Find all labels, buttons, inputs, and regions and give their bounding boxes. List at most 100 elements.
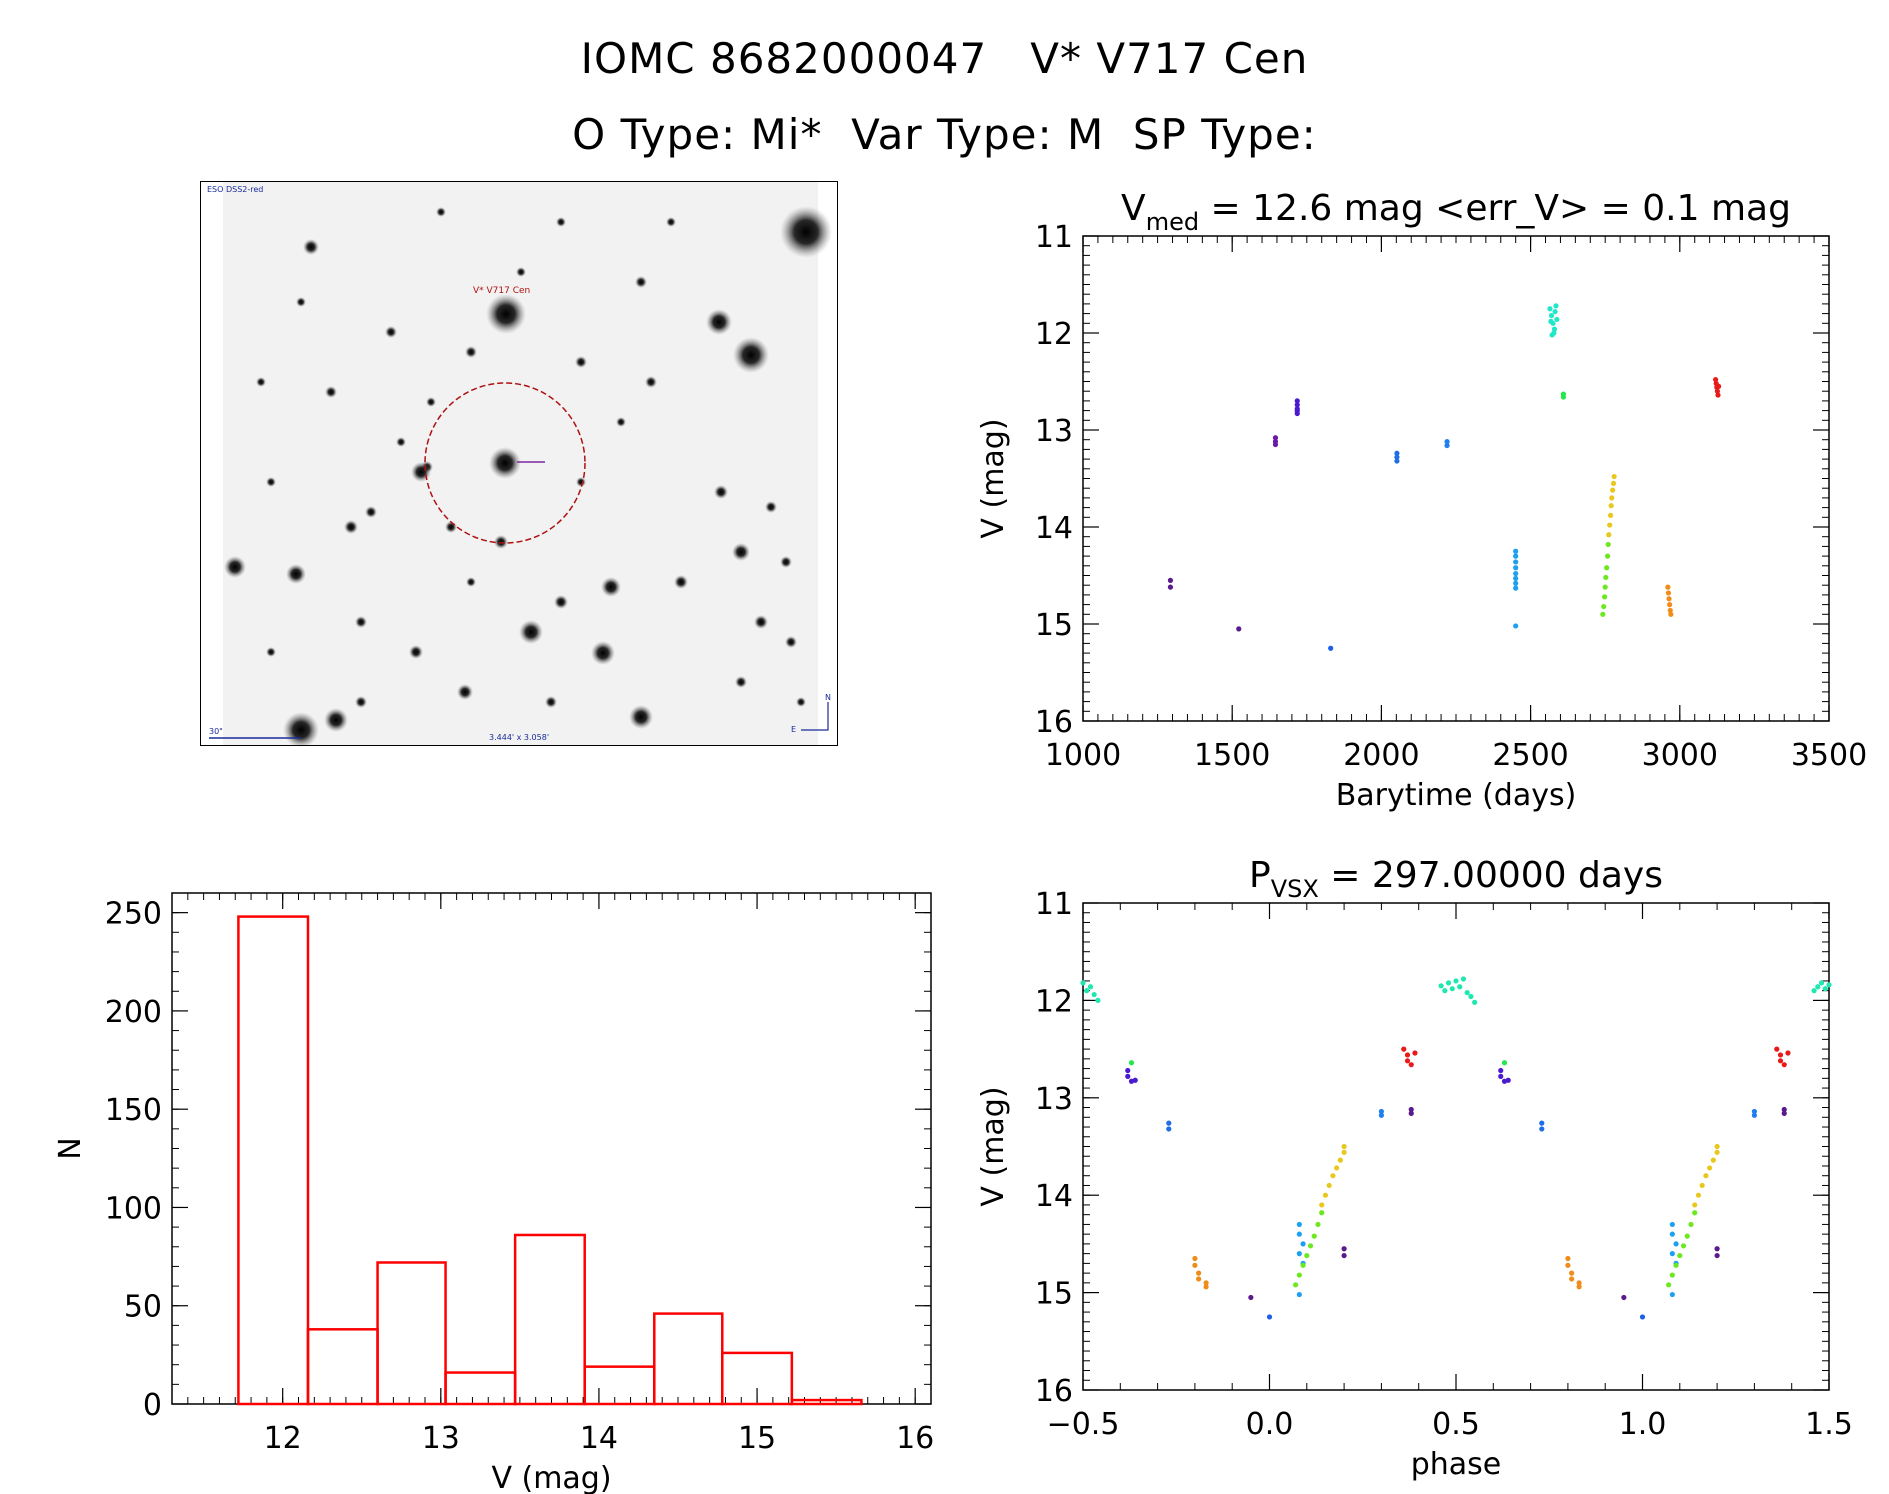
data-point [1472,999,1478,1005]
data-point [1394,450,1400,456]
data-point [1378,1112,1384,1118]
data-point [1822,986,1828,992]
data-point [1713,380,1719,387]
y-tick-label: 14 [1035,511,1073,546]
data-point [1777,1058,1784,1064]
data-point [1513,580,1519,586]
data-point [1699,1182,1705,1189]
data-point [1714,1143,1720,1150]
data-point [1714,384,1720,390]
data-point [1673,1241,1679,1247]
star [426,397,436,407]
data-point [1552,309,1558,315]
star [325,386,337,398]
y-tick-label: 16 [1035,1374,1073,1409]
y-tick-label: 13 [1035,1082,1073,1117]
data-point [1666,596,1672,602]
x-tick-label: 12 [264,1421,302,1456]
data-point [1453,978,1459,984]
title-line-1: IOMC 8682000047 V* V717 Cen [580,34,1309,83]
data-point [1328,645,1334,651]
data-point [1539,1120,1545,1126]
data-point [1087,984,1094,990]
y-tick-label: 11 [1035,220,1073,255]
compass-arrows [801,702,829,731]
star [486,294,526,334]
data-point [1669,1272,1675,1278]
data-point [1777,1052,1784,1058]
star [591,641,615,665]
data-point [1576,1280,1582,1286]
data-point [1560,394,1567,400]
star [256,377,266,387]
data-point [1300,1262,1306,1268]
star [457,684,473,700]
data-point [1549,332,1555,338]
x-tick-label: 13 [422,1421,460,1456]
star [355,616,367,628]
data-point [1468,993,1474,1000]
data-point [1565,1255,1571,1262]
data-point [1605,541,1611,548]
data-point [1550,320,1556,326]
x-axis-label: phase [1411,1447,1502,1482]
data-point [1714,388,1720,394]
x-tick-label: 1500 [1194,738,1270,773]
x-tick-label: 2000 [1343,738,1419,773]
x-axis-label: Barytime (days) [1336,778,1577,813]
data-point [1695,1192,1702,1198]
data-point [1091,991,1097,998]
data-point [1703,1173,1709,1179]
x-tick-label: 2500 [1492,738,1568,773]
data-point [1408,1110,1414,1116]
data-point [1611,473,1617,480]
data-point [1404,1052,1411,1058]
data-point [1553,303,1559,309]
star [714,485,728,499]
data-point [1337,1157,1343,1163]
star [629,705,653,729]
data-point [1196,1270,1202,1276]
data-point [1095,997,1101,1004]
star [785,636,797,648]
data-point [1293,1282,1299,1288]
data-point [1677,1252,1683,1259]
star [554,595,568,609]
target-label: V* V717 Cen [473,286,530,296]
data-point [1554,316,1560,323]
star [494,535,508,549]
data-point [1680,1243,1687,1249]
star [396,437,406,447]
data-point [1513,553,1519,559]
data-point [1604,565,1610,571]
data-point [1710,1157,1716,1163]
data-point [1714,1246,1720,1252]
star [516,267,526,277]
star [780,556,792,568]
sky-image: ESO DSS2-red V* V717 Cen 30" 3.444' x 3.… [200,181,838,746]
data-point [1601,603,1607,610]
data-point [1132,1077,1138,1083]
data-point [1203,1284,1209,1290]
star [286,564,306,584]
data-point [1444,442,1450,449]
data-point [1513,575,1519,582]
data-point [1196,1276,1202,1282]
data-point [1548,312,1555,319]
histogram-bar [306,1328,379,1406]
histogram-bar [376,1261,447,1406]
data-point [1128,1060,1135,1066]
x-tick-label: 0.0 [1246,1407,1294,1442]
data-point [1548,318,1554,324]
data-point [1378,1108,1384,1115]
star [324,708,348,732]
x-axis-label: V (mag) [491,1461,611,1494]
data-point [1248,1294,1254,1301]
y-tick-label: 0 [143,1388,162,1423]
data-point [1442,988,1448,994]
data-point [1460,976,1467,982]
histogram-bar [721,1351,794,1406]
data-point [1438,983,1444,989]
histogram-bar [653,1312,724,1406]
data-point [1404,1058,1411,1064]
